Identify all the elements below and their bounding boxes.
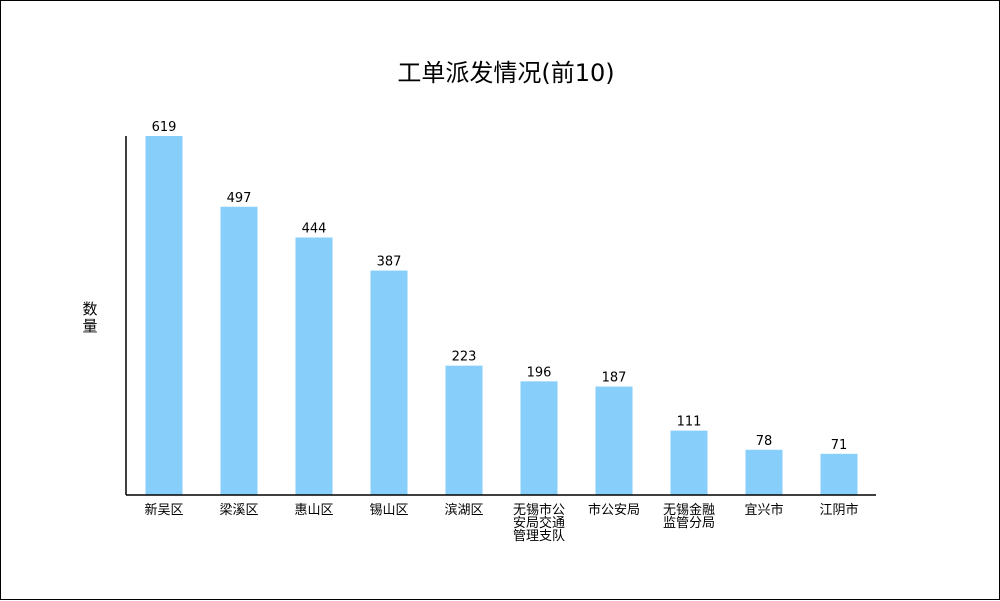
category-labels-group: 新吴区 梁溪区 惠山区 锡山区 滨湖区 无锡市公安局交通管理支队 市公安局 无锡金融监管分局 宜… — [144, 502, 858, 544]
bar — [595, 386, 633, 495]
bar-value-label: 619 — [152, 120, 177, 135]
chart-title: 工单派发情况(前10) — [397, 59, 614, 87]
value-labels-group: 619 497 444 387 223 196 187 111 78 71 — [152, 120, 848, 453]
category-tick-label: 梁溪区 — [219, 503, 258, 518]
bar — [670, 430, 708, 495]
bar-value-label: 444 — [302, 221, 327, 236]
bars-group — [145, 136, 858, 496]
category-tick-label: 江阴市 — [819, 502, 858, 518]
bar-value-label: 387 — [377, 255, 402, 270]
category-tick-label: 新吴区 — [144, 502, 183, 518]
bar-value-label: 71 — [831, 438, 848, 453]
bar — [220, 206, 258, 496]
category-tick-label: 无锡市公安局交通管理支队 — [513, 502, 565, 544]
category-tick-label: 市公安局 — [588, 502, 640, 518]
category-tick-label: 锡山区 — [369, 503, 408, 518]
bar-value-label: 497 — [227, 191, 252, 206]
bar — [145, 136, 183, 495]
bar — [520, 381, 558, 495]
bar-value-label: 78 — [756, 434, 773, 449]
category-tick-label: 无锡金融监管分局 — [663, 502, 715, 531]
bar-value-label: 187 — [602, 371, 627, 386]
category-tick-label: 宜兴市 — [744, 502, 783, 518]
bar — [295, 237, 333, 496]
bar — [745, 449, 783, 495]
category-tick-label: 惠山区 — [294, 503, 333, 518]
category-tick-label: 滨湖区 — [444, 502, 483, 518]
bar-value-label: 111 — [677, 415, 702, 430]
bar — [820, 453, 858, 495]
y-axis-label: 数量 — [82, 300, 97, 335]
bar-value-label: 223 — [452, 350, 477, 365]
bar — [370, 270, 408, 495]
bar — [445, 365, 483, 495]
bar-value-label: 196 — [527, 365, 552, 380]
